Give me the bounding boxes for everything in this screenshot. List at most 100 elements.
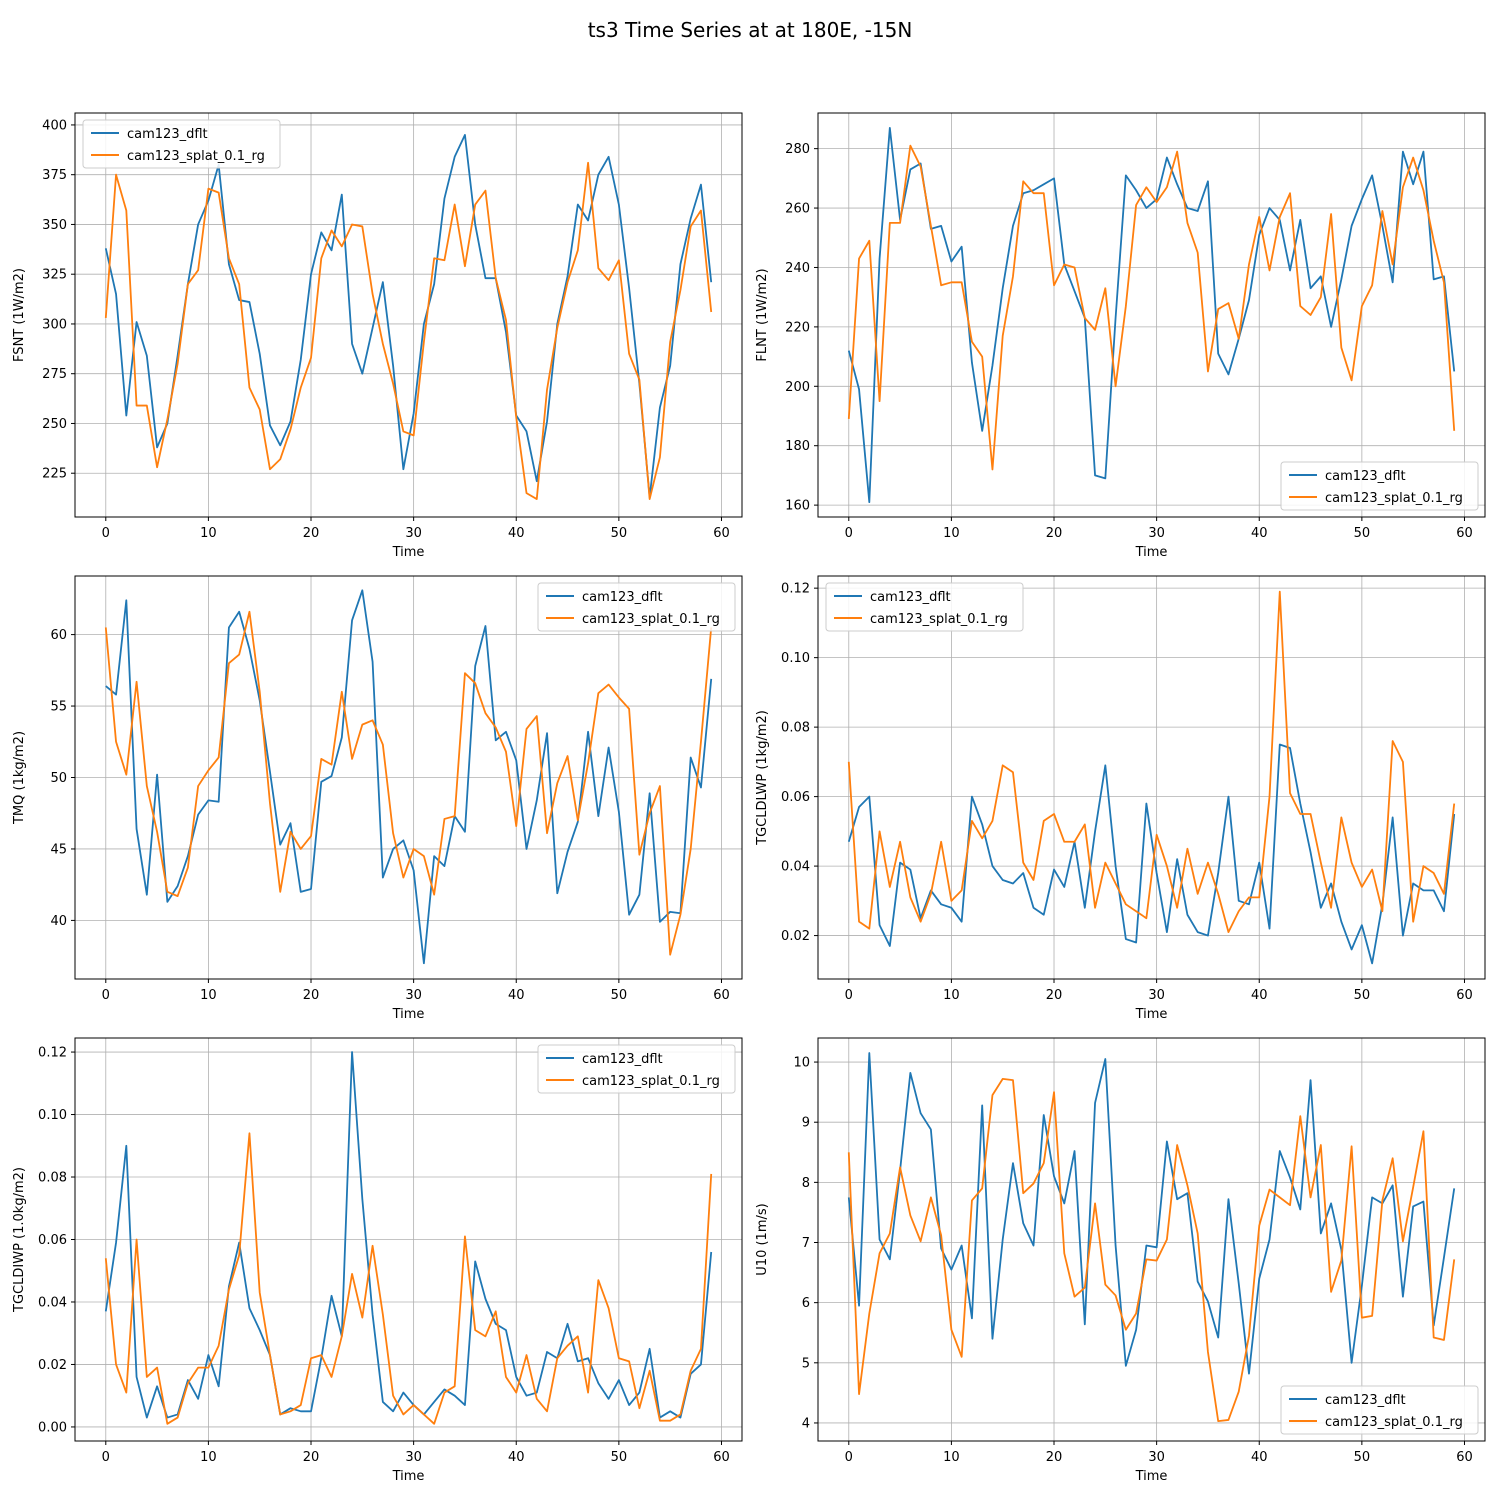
y-tick-label: 45 [50,842,67,857]
legend: cam123_dflt cam123_splat_0.1_rg [537,582,736,632]
x-tick-label: 30 [405,526,422,541]
y-axis-label: TGCLDLWP (1kg/m2) [755,710,770,846]
y-tick-label: 0.04 [38,1295,67,1310]
legend: cam123_dflt cam123_splat_0.1_rg [825,582,1024,632]
x-tick-label: 50 [611,1450,628,1465]
legend-label: cam123_dflt [1325,469,1406,484]
x-tick-label: 30 [405,1450,422,1465]
subplot-2: 0 10 20 30 40 50 60 160 180 200 220 240 260 280 Time FL… [755,112,1486,560]
legend-box [825,582,1024,632]
y-tick-label: 260 [785,202,810,217]
y-axis-label: TGCLDIWP (1.0kg/m2) [12,1167,27,1313]
series-line-cam123-dflt [104,133,713,499]
y-tick-label: 0.02 [781,929,810,944]
axes-frame [817,112,1486,518]
series-line-cam123-splat [847,1078,1456,1423]
y-tick-label: 9 [802,1116,810,1131]
x-tick-label: 10 [943,1450,960,1465]
legend-label: cam123_dflt [1325,1393,1406,1408]
y-tick-label: 0.00 [38,1420,67,1435]
y-tick-label: 160 [785,499,810,514]
y-axis-label: FLNT (1W/m2) [755,268,770,361]
y-tick-label: 4 [802,1416,810,1431]
y-tick-label: 50 [50,771,67,786]
x-tick-label: 0 [102,526,110,541]
y-axis-label: U10 (1m/s) [755,1203,770,1275]
x-tick-label: 60 [713,988,730,1003]
x-tick-label: 40 [508,988,525,1003]
y-tick-label: 5 [802,1356,810,1371]
x-tick-label: 20 [1046,1450,1063,1465]
figure-title: ts3 Time Series at at 180E, -15N [588,18,913,42]
x-tick-label: 40 [1251,1450,1268,1465]
series-line-cam123-dflt [105,589,713,965]
legend-label: cam123_splat_0.1_rg [870,612,1008,627]
series-line-cam123-splat [847,144,1456,471]
x-tick-label: 0 [845,526,853,541]
subplot-6: 0 10 20 30 40 50 60 4 5 6 7 8 9 10 Time U10 (1m/s) cam12… [755,1037,1486,1484]
x-tick-label: 30 [1148,1450,1165,1465]
y-tick-label: 325 [42,268,67,283]
legend: cam123_dflt cam123_splat_0.1_rg [1280,461,1479,511]
y-tick-label: 0.10 [781,651,810,666]
x-tick-label: 10 [200,1450,217,1465]
x-tick-label: 10 [200,988,217,1003]
x-tick-label: 60 [713,1450,730,1465]
legend-label: cam123_splat_0.1_rg [582,612,720,627]
x-axis-label: Time [392,1007,425,1022]
legend-box [1280,461,1479,511]
y-tick-label: 10 [793,1056,810,1071]
x-tick-label: 40 [508,526,525,541]
y-tick-label: 40 [50,914,67,929]
legend-box [537,1044,736,1094]
x-tick-label: 40 [1251,526,1268,541]
x-tick-label: 10 [943,526,960,541]
subplot-5: 0 10 20 30 40 50 60 0.00 0.02 0.04 0.06 0.08 0.10 0.1… [12,1037,743,1484]
y-tick-label: 0.12 [38,1046,67,1061]
x-tick-label: 60 [1456,988,1473,1003]
x-tick-label: 60 [713,526,730,541]
x-tick-label: 60 [1456,526,1473,541]
x-tick-label: 20 [303,526,320,541]
subplot-4: 0 10 20 30 40 50 60 0.02 0.04 0.06 0.08 0.10 0.12 Tim… [755,575,1486,1022]
y-tick-label: 180 [785,439,810,454]
y-tick-label: 0.04 [781,860,810,875]
legend-label: cam123_splat_0.1_rg [582,1074,720,1089]
x-tick-label: 30 [1148,526,1165,541]
legend-label: cam123_dflt [870,590,951,605]
legend: cam123_dflt cam123_splat_0.1_rg [1280,1385,1479,1435]
legend-label: cam123_dflt [582,590,663,605]
axes-frame [817,575,1486,980]
y-tick-label: 7 [802,1236,810,1251]
legend-label: cam123_dflt [127,127,208,142]
legend-label: cam123_splat_0.1_rg [127,149,265,164]
legend-label: cam123_splat_0.1_rg [1325,1415,1463,1430]
series-line-cam123-dflt [104,1051,713,1419]
y-tick-label: 6 [802,1296,810,1311]
legend-label: cam123_dflt [582,1052,663,1067]
y-axis-label: FSNT (1W/m2) [12,268,27,362]
y-axis-label: TMQ (1kg/m2) [12,731,27,825]
x-tick-label: 50 [611,526,628,541]
y-tick-label: 200 [785,380,810,395]
x-tick-label: 50 [1354,1450,1371,1465]
series-line-cam123-dflt [847,743,1456,965]
y-tick-label: 8 [802,1176,810,1191]
y-tick-label: 0.06 [781,790,810,805]
x-tick-label: 60 [1456,1450,1473,1465]
y-tick-label: 0.06 [38,1233,67,1248]
legend-box [537,582,736,632]
x-tick-label: 20 [1046,526,1063,541]
x-tick-label: 0 [845,1450,853,1465]
legend-label: cam123_splat_0.1_rg [1325,491,1463,506]
subplot-1: 0 10 20 30 40 50 60 225 250 275 300 325 350 375 400 Tim… [12,112,743,560]
x-tick-label: 20 [1046,988,1063,1003]
y-tick-label: 250 [42,417,67,432]
x-tick-label: 10 [200,526,217,541]
x-tick-label: 50 [1354,526,1371,541]
series-line-cam123-splat [104,1132,713,1425]
y-tick-label: 0.02 [38,1358,67,1373]
series-line-cam123-dflt [847,126,1456,504]
y-tick-label: 60 [50,628,67,643]
